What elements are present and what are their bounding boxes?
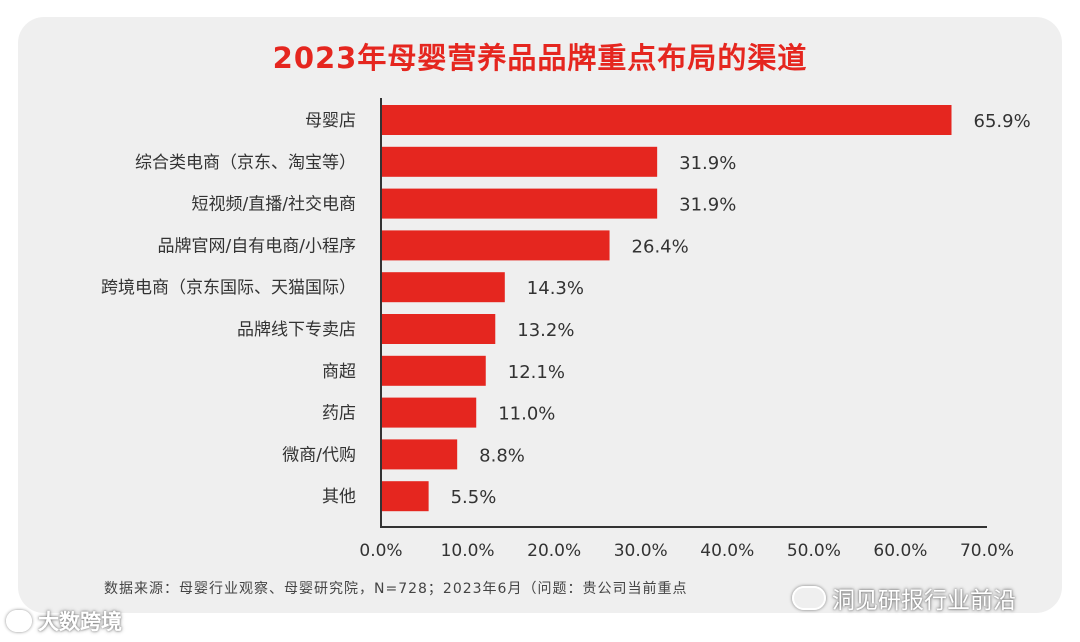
category-label: 跨境电商（京东国际、天猫国际） bbox=[101, 278, 356, 298]
value-label: 5.5% bbox=[451, 487, 497, 508]
value-label: 31.9% bbox=[679, 153, 736, 174]
value-label: 8.8% bbox=[479, 445, 525, 466]
value-label: 13.2% bbox=[517, 320, 574, 341]
bar-0 bbox=[381, 105, 952, 135]
bar-5 bbox=[381, 314, 496, 344]
watermark-left-text: 大数跨境 bbox=[38, 610, 122, 634]
category-label: 药店 bbox=[322, 404, 356, 424]
category-label: 母婴店 bbox=[305, 111, 356, 131]
x-tick-label: 70.0% bbox=[960, 541, 1014, 561]
bar-8 bbox=[381, 439, 458, 470]
watermark-left: 大数跨境 bbox=[6, 606, 122, 636]
value-label: 11.0% bbox=[498, 404, 555, 425]
bar-1 bbox=[381, 146, 658, 177]
x-tick-label: 40.0% bbox=[700, 541, 754, 561]
x-tick-label: 10.0% bbox=[441, 541, 495, 561]
watermark-right-text: 洞见研报行业前沿 bbox=[832, 588, 1016, 614]
value-label: 65.9% bbox=[974, 111, 1031, 132]
category-label: 其他 bbox=[322, 487, 356, 507]
bar-6 bbox=[381, 355, 486, 386]
category-label: 品牌官网/自有电商/小程序 bbox=[158, 236, 356, 256]
x-tick-label: 50.0% bbox=[787, 541, 841, 561]
chart-title: 2023年母婴营养品品牌重点布局的渠道 bbox=[272, 41, 808, 75]
value-label: 14.3% bbox=[527, 278, 584, 299]
chat-bubble-icon bbox=[6, 610, 32, 632]
x-tick-label: 0.0% bbox=[359, 541, 402, 561]
category-label: 短视频/直播/社交电商 bbox=[192, 195, 356, 215]
bar-4 bbox=[381, 272, 505, 303]
value-label: 12.1% bbox=[508, 362, 565, 383]
bar-3 bbox=[381, 230, 610, 261]
category-label: 品牌线下专卖店 bbox=[237, 320, 356, 340]
watermark-right: 洞见研报行业前沿 bbox=[792, 581, 1016, 615]
bar-9 bbox=[381, 481, 429, 512]
bar-7 bbox=[381, 397, 477, 428]
wechat-icon bbox=[792, 586, 826, 610]
source-note: 数据来源：母婴行业观察、母婴研究院，N=728；2023年6月（问题：贵公司当前… bbox=[104, 581, 688, 597]
x-tick-label: 30.0% bbox=[614, 541, 668, 561]
category-label: 综合类电商（京东、淘宝等） bbox=[135, 153, 356, 173]
bar-2 bbox=[381, 188, 658, 219]
x-tick-label: 60.0% bbox=[873, 541, 927, 561]
category-label: 商超 bbox=[322, 362, 356, 382]
value-label: 31.9% bbox=[679, 195, 736, 216]
value-label: 26.4% bbox=[632, 236, 689, 257]
category-label: 微商/代购 bbox=[282, 445, 356, 465]
x-tick-label: 20.0% bbox=[527, 541, 581, 561]
